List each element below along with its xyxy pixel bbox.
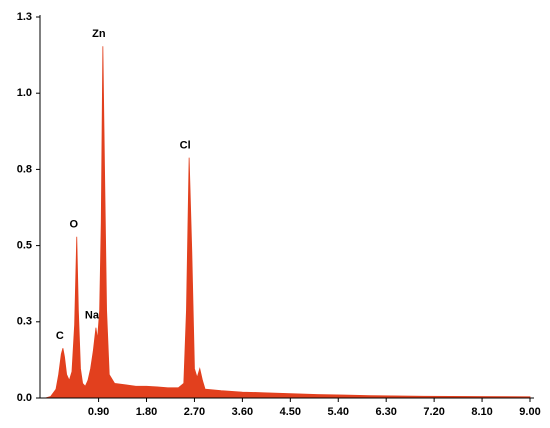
x-tick-label: 6.30 xyxy=(375,406,396,418)
spectrum xyxy=(45,46,531,399)
peak-label: O xyxy=(69,219,78,231)
x-tick-label: 1.80 xyxy=(136,406,157,418)
x-tick-label: 9.00 xyxy=(519,406,540,418)
y-tick-label: 0.8 xyxy=(17,163,32,175)
y-tick-label: 0.0 xyxy=(17,392,32,404)
peak-label: Cl xyxy=(180,140,191,152)
x-tick-label: 2.70 xyxy=(184,406,205,418)
x-tick-label: 5.40 xyxy=(328,406,349,418)
x-tick-label: 4.50 xyxy=(280,406,301,418)
peak-label: Na xyxy=(85,310,100,322)
peak-label: C xyxy=(56,330,64,342)
y-tick-label: 1.3 xyxy=(17,11,32,23)
y-tick-label: 0.3 xyxy=(17,316,32,328)
y-tick-label: 0.5 xyxy=(17,240,32,252)
peak-label: Zn xyxy=(92,28,106,40)
y-tick-label: 1.0 xyxy=(17,87,32,99)
x-tick-label: 8.10 xyxy=(471,406,492,418)
x-tick-label: 7.20 xyxy=(423,406,444,418)
x-tick-label: 3.60 xyxy=(232,406,253,418)
x-tick-label: 0.90 xyxy=(88,406,109,418)
